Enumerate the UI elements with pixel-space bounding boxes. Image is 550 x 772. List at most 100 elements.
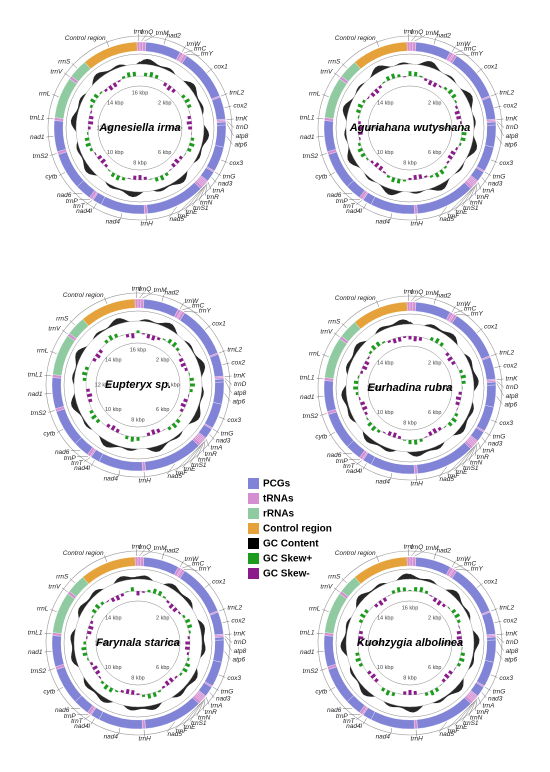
gc-skew xyxy=(171,162,176,168)
leader-line xyxy=(61,329,68,335)
leader-line xyxy=(207,68,213,73)
gene-label: trnS1 xyxy=(463,205,479,212)
gene-label: nad4l xyxy=(76,208,92,215)
gene-label: trnW xyxy=(457,556,472,563)
leader-line xyxy=(438,206,447,218)
leader-line xyxy=(496,121,505,128)
species-name: Eupteryx sp. xyxy=(105,379,171,391)
gc-skew xyxy=(94,152,97,156)
gc-skew xyxy=(364,411,368,416)
gene-label: cox1 xyxy=(212,579,226,586)
gc-skew xyxy=(392,338,397,344)
gc-skew xyxy=(454,613,461,619)
gene-label: trnP xyxy=(66,198,79,205)
legend-swatch xyxy=(248,538,259,549)
gene-label: cytb xyxy=(315,433,327,440)
gene-label: trnP xyxy=(336,713,349,720)
gene-segment xyxy=(415,557,451,576)
leader-line xyxy=(496,378,504,380)
leader-line xyxy=(496,381,505,388)
gc-skew xyxy=(117,79,121,83)
gc-skew xyxy=(378,85,383,89)
gc-skew xyxy=(184,98,191,104)
gc-skew xyxy=(436,600,442,606)
leader-line xyxy=(211,177,217,183)
leader-line xyxy=(376,555,380,562)
kbp-label: 4 kbp xyxy=(168,125,181,131)
leader-line xyxy=(322,94,329,98)
species-name: Farynala starica xyxy=(96,637,180,649)
leader-line xyxy=(205,583,211,588)
gene-label: trnP xyxy=(64,713,77,720)
gc-skew xyxy=(456,619,461,624)
gene-segment xyxy=(137,298,142,309)
leader-line xyxy=(316,632,324,635)
gc-skew xyxy=(370,160,375,164)
leader-line xyxy=(222,362,230,365)
gene-segment xyxy=(481,611,496,636)
leader-line xyxy=(70,707,81,709)
gene-label: trnI xyxy=(132,286,142,293)
gene-label: rrnS xyxy=(56,574,69,581)
gc-skew xyxy=(387,339,392,344)
leader-line xyxy=(468,444,477,462)
leader-line xyxy=(316,117,324,120)
gene-label: trnN xyxy=(200,200,213,207)
gc-skew xyxy=(121,176,126,181)
gene-label: Control region xyxy=(335,295,376,302)
gene-segment xyxy=(209,611,224,636)
gene-label: trnH xyxy=(411,735,424,742)
leader-line xyxy=(433,552,437,560)
leader-line xyxy=(224,378,233,385)
gene-label: atp8 xyxy=(506,648,519,655)
gene-segment xyxy=(204,660,222,687)
gc-skew xyxy=(154,176,159,182)
leader-line xyxy=(180,560,184,568)
gc-skew xyxy=(432,597,438,603)
gene-label: rrnL xyxy=(37,605,49,612)
gene-label: trnT xyxy=(71,460,84,467)
gene-label: trnL1 xyxy=(30,115,45,122)
gc-inner xyxy=(345,323,475,453)
gene-label: trnI xyxy=(132,544,142,551)
gene-label: trnP xyxy=(336,198,349,205)
gene-label: Control region xyxy=(63,550,104,557)
kbp-label: 8 kbp xyxy=(403,160,416,166)
kbp-label: 6 kbp xyxy=(156,665,169,671)
leader-line xyxy=(44,374,52,377)
gene-label: trnV xyxy=(48,325,61,332)
gene-segment xyxy=(214,378,225,383)
kbp-label: 6 kbp xyxy=(156,407,169,413)
gene-label: nad4 xyxy=(376,479,391,486)
gene-segment xyxy=(476,660,494,687)
kbp-label: 14 kbp xyxy=(107,101,124,107)
gene-label: cox3 xyxy=(227,675,241,682)
kbp-label: 14 kbp xyxy=(377,616,394,622)
legend: PCGs tRNAs rRNAs Control region GC Content GC… xyxy=(248,478,332,580)
genome-map: 2 kbp 4 kbp 6 kbp 8 kbp 10 kbp 12 kbp 14 kbp 16… xyxy=(28,286,247,485)
gene-label: trnQ xyxy=(141,29,154,36)
gc-skew xyxy=(455,401,460,406)
kbp-label: 16 kbp xyxy=(402,605,419,611)
leader-line xyxy=(205,325,211,330)
gene-label: nad1 xyxy=(30,134,45,141)
kbp-label: 6 kbp xyxy=(158,150,171,156)
gc-skew xyxy=(447,88,454,95)
gc-skew xyxy=(454,412,459,417)
gc-skew xyxy=(95,353,101,359)
leader-line xyxy=(174,445,201,472)
gene-segment xyxy=(134,298,139,309)
gene-label: trnD xyxy=(236,124,249,131)
gene-label: trnP xyxy=(336,458,349,465)
leader-line xyxy=(328,431,336,436)
gc-skew xyxy=(181,94,186,99)
gene-label: trnA xyxy=(213,188,225,195)
gene-segment xyxy=(406,301,411,312)
leader-line xyxy=(222,620,230,623)
leader-line xyxy=(474,443,478,456)
gc-skew xyxy=(174,675,178,679)
genome-map: 2 kbp 4 kbp 6 kbp 8 kbp 10 kbp 12 kbp 14 kbp Eu… xyxy=(300,289,519,488)
gc-skew xyxy=(451,93,457,99)
gene-segment xyxy=(211,96,226,121)
scale-ring xyxy=(97,85,183,171)
